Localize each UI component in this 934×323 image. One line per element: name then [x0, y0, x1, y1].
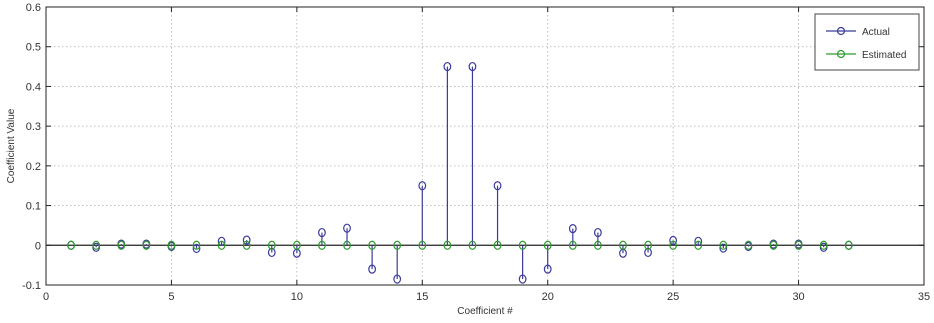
y-tick-label: 0.4 — [26, 81, 41, 93]
stem-marker — [318, 240, 326, 250]
stem-marker — [568, 224, 577, 234]
stem-marker — [418, 240, 427, 250]
stem-marker — [267, 240, 276, 250]
stem-marker — [669, 235, 678, 246]
stem-marker — [719, 243, 728, 253]
stem-marker — [217, 240, 226, 250]
stem-marker — [694, 236, 703, 246]
stem-marker — [393, 274, 402, 284]
stem-marker — [343, 240, 351, 250]
stem-marker — [242, 240, 251, 250]
y-axis-ticks: -0.1 0 0.1 0.2 0.3 0.4 0.5 0.6 — [22, 2, 924, 292]
stem-marker — [468, 61, 477, 72]
stem-marker — [669, 240, 678, 250]
stem-marker — [117, 240, 126, 250]
stem-marker — [292, 240, 301, 250]
series-estimated — [67, 240, 853, 250]
x-tick-label: 15 — [416, 291, 428, 303]
stem-marker — [167, 240, 176, 250]
stem-marker — [844, 240, 853, 250]
stem-marker — [468, 240, 477, 250]
legend-estimated-marker — [836, 49, 846, 59]
x-tick-label: 25 — [667, 291, 679, 303]
stem-marker — [368, 264, 377, 274]
stem-marker — [644, 240, 652, 250]
legend-actual-label: Actual — [862, 27, 890, 38]
stem-marker — [493, 240, 502, 250]
stem-marker — [67, 240, 75, 250]
stem-marker — [543, 240, 552, 250]
stem-marker — [368, 240, 377, 250]
y-tick-label: 0.6 — [26, 2, 41, 14]
stem-marker — [142, 240, 151, 250]
y-tick-label: 0.1 — [26, 201, 41, 213]
stem-marker — [593, 227, 602, 238]
y-tick-label: 0.2 — [26, 161, 41, 173]
x-tick-label: 5 — [168, 291, 174, 303]
legend: Actual Estimated — [814, 13, 920, 71]
stem-marker — [192, 243, 201, 254]
y-axis-label: Coefficient Value — [6, 108, 17, 183]
legend-box — [814, 13, 920, 71]
stem-marker — [393, 240, 402, 250]
legend-actual-marker — [836, 26, 846, 36]
stem-marker — [794, 240, 803, 250]
stem-marker — [192, 240, 201, 250]
x-tick-label: 10 — [291, 291, 303, 303]
stem-marker — [694, 240, 703, 250]
stem-marker — [443, 240, 452, 250]
x-tick-label: 0 — [43, 291, 49, 303]
stem-marker — [343, 223, 351, 233]
y-tick-label: 0.5 — [26, 42, 41, 54]
y-tick-label: 0.3 — [26, 121, 41, 133]
stem-marker — [493, 181, 502, 191]
stem-marker — [543, 264, 552, 274]
stem-marker — [318, 227, 326, 238]
series-layer — [67, 61, 853, 284]
stem-marker — [518, 240, 527, 250]
stem-marker — [619, 240, 627, 250]
stem-marker — [593, 240, 602, 250]
y-tick-label: 0 — [35, 240, 41, 252]
legend-estimated-label: Estimated — [862, 50, 906, 61]
stem-marker — [719, 240, 728, 250]
stem-marker — [769, 240, 778, 250]
x-axis-ticks: 0 5 10 15 20 25 30 35 — [43, 7, 930, 303]
stem-marker — [744, 240, 753, 250]
stem-marker — [418, 181, 427, 191]
x-tick-label: 30 — [792, 291, 804, 303]
x-tick-label: 20 — [542, 291, 554, 303]
stem-marker — [568, 240, 577, 250]
x-axis-label: Coefficient # — [457, 306, 513, 317]
stem-marker — [644, 247, 652, 258]
stem-marker — [217, 236, 226, 246]
stem-marker — [443, 61, 452, 72]
stem-marker — [92, 240, 101, 250]
stem-marker — [819, 240, 828, 250]
stem-marker — [518, 274, 527, 284]
y-tick-label: -0.1 — [22, 280, 41, 292]
stem-marker — [267, 247, 276, 258]
stem-marker — [242, 235, 251, 245]
plot-area — [45, 6, 925, 286]
x-tick-label: 35 — [918, 291, 930, 303]
